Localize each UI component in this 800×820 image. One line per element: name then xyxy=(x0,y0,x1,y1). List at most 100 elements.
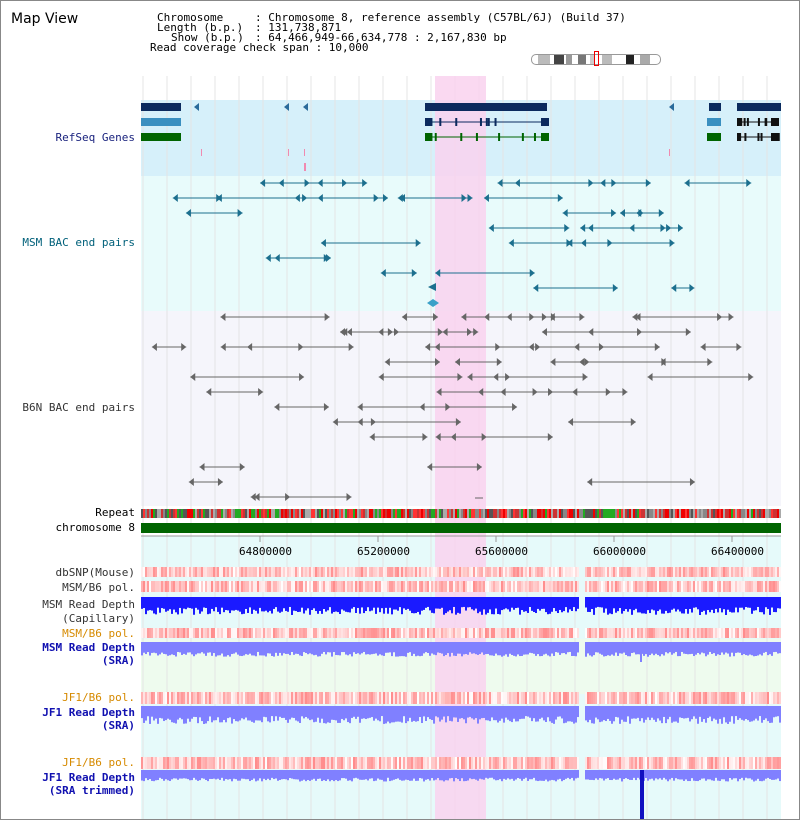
read-depth-bar xyxy=(527,597,529,613)
track-label-msm-bac[interactable]: MSM BAC end pairs xyxy=(22,236,135,249)
repeat-segment xyxy=(155,509,157,518)
track-label-repeat[interactable]: Repeat xyxy=(95,506,135,519)
polymorphism-cell xyxy=(343,581,345,592)
polymorphism-cell xyxy=(513,692,515,704)
polymorphism-cell xyxy=(481,692,483,704)
polymorphism-cell xyxy=(563,757,565,769)
polymorphism-cell xyxy=(149,628,151,638)
read-depth-bar xyxy=(419,642,421,657)
repeat-segment xyxy=(589,509,591,518)
polymorphism-cell xyxy=(473,581,475,592)
polymorphism-cell xyxy=(169,581,171,592)
repeat-segment xyxy=(189,509,191,518)
polymorphism-cell xyxy=(185,692,187,704)
polymorphism-cell xyxy=(271,757,273,769)
polymorphism-cell xyxy=(195,567,197,577)
read-depth-bar xyxy=(343,770,345,779)
read-depth-bar xyxy=(703,770,705,779)
polymorphism-cell xyxy=(345,628,347,638)
polymorphism-cell xyxy=(467,757,469,769)
track-label-dbsnp[interactable]: dbSNP(Mouse) xyxy=(55,566,135,579)
track-label-chromosome[interactable]: chromosome 8 xyxy=(55,521,135,534)
read-depth-bar xyxy=(745,770,747,778)
track-label-msm-b6-pol-2[interactable]: MSM/B6 pol. xyxy=(62,627,135,640)
read-depth-bar xyxy=(563,597,565,612)
polymorphism-cell xyxy=(761,628,763,638)
polymorphism-cell xyxy=(717,581,719,592)
polymorphism-cell xyxy=(153,581,155,592)
read-depth-bar xyxy=(383,597,385,614)
read-depth-bar xyxy=(465,706,467,724)
track-label-refseq[interactable]: RefSeq Genes xyxy=(55,131,135,144)
read-depth-bar xyxy=(183,706,185,724)
polymorphism-cell xyxy=(159,757,161,769)
polymorphism-cell xyxy=(235,567,237,577)
read-depth-bar xyxy=(445,597,447,614)
bac-end xyxy=(533,284,539,292)
read-depth-bar xyxy=(163,706,165,722)
read-depth-bar xyxy=(689,706,691,722)
track-label-b6n-bac[interactable]: B6N BAC end pairs xyxy=(22,401,135,414)
read-depth-bar xyxy=(471,770,473,780)
read-depth-bar xyxy=(267,706,269,722)
polymorphism-cell xyxy=(619,692,621,704)
polymorphism-cell xyxy=(375,757,377,769)
repeat-segment xyxy=(537,509,539,518)
polymorphism-cell xyxy=(507,581,509,592)
polymorphism-cell xyxy=(423,692,425,704)
polymorphism-cell xyxy=(303,692,305,704)
read-depth-bar xyxy=(649,642,651,656)
track-label-jf1-read-depth-2[interactable]: JF1 Read Depth xyxy=(42,771,135,784)
track-label-msm-read-depth[interactable]: MSM Read Depth xyxy=(42,598,135,611)
polymorphism-cell xyxy=(177,581,179,592)
chromosome-ideogram[interactable] xyxy=(531,54,661,65)
polymorphism-cell xyxy=(771,692,773,704)
polymorphism-cell xyxy=(467,692,469,704)
polymorphism-cell xyxy=(463,567,465,577)
track-label-msm-b6-pol[interactable]: MSM/B6 pol. xyxy=(62,581,135,594)
bac-end xyxy=(378,373,384,381)
read-depth-bar xyxy=(697,770,699,782)
track-label-jf1-read-depth[interactable]: JF1 Read Depth xyxy=(42,706,135,719)
read-depth-bar xyxy=(227,642,229,656)
read-depth-bar xyxy=(621,706,623,720)
read-depth-bar xyxy=(339,706,341,723)
polymorphism-cell xyxy=(525,581,527,592)
repeat-segment xyxy=(241,509,243,518)
polymorphism-cell xyxy=(231,757,233,769)
polymorphism-cell xyxy=(353,628,355,638)
polymorphism-cell xyxy=(265,757,267,769)
read-depth-bar xyxy=(501,770,503,782)
read-depth-bar xyxy=(625,642,627,655)
read-depth-bar xyxy=(737,642,739,653)
repeat-segment xyxy=(299,509,301,518)
polymorphism-cell xyxy=(647,628,649,638)
read-depth-bar xyxy=(183,642,185,654)
polymorphism-cell xyxy=(253,581,255,592)
read-depth-bar xyxy=(383,770,385,782)
polymorphism-cell xyxy=(193,567,195,577)
polymorphism-cell xyxy=(413,628,415,638)
track-label-jf1-b6-pol[interactable]: JF1/B6 pol. xyxy=(62,691,135,704)
polymorphism-cell xyxy=(185,567,187,577)
polymorphism-cell xyxy=(725,567,727,577)
repeat-segment xyxy=(249,509,251,518)
read-depth-bar xyxy=(505,597,507,609)
bac-end xyxy=(620,209,626,217)
polymorphism-cell xyxy=(627,757,629,769)
read-depth-bar xyxy=(363,770,365,780)
track-label-msm-read-depth-sra[interactable]: MSM Read Depth xyxy=(42,641,135,654)
polymorphism-cell xyxy=(205,567,207,577)
track-label-jf1-b6-pol-2[interactable]: JF1/B6 pol. xyxy=(62,756,135,769)
polymorphism-cell xyxy=(329,567,331,577)
polymorphism-cell xyxy=(475,581,477,592)
polymorphism-cell xyxy=(691,581,693,592)
polymorphism-cell xyxy=(323,757,325,769)
polymorphism-cell xyxy=(769,628,771,638)
repeat-segment xyxy=(333,509,335,518)
read-depth-bar xyxy=(571,597,573,612)
repeat-segment xyxy=(435,509,437,518)
polymorphism-cell xyxy=(565,567,567,577)
read-depth-bar xyxy=(561,597,563,613)
